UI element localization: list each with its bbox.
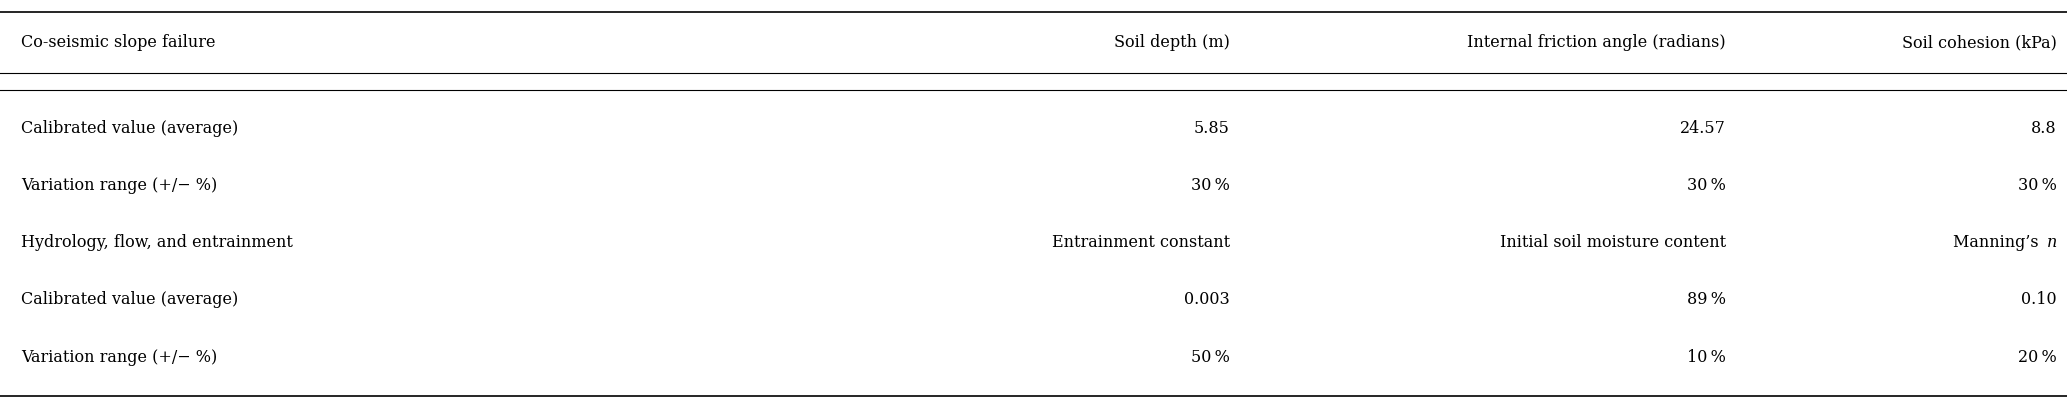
Text: Calibrated value (average): Calibrated value (average) [21, 120, 238, 137]
Text: Variation range (+/− %): Variation range (+/− %) [21, 348, 217, 366]
Text: 89 %: 89 % [1687, 291, 1726, 308]
Text: Variation range (+/− %): Variation range (+/− %) [21, 177, 217, 194]
Text: Entrainment constant: Entrainment constant [1052, 234, 1230, 251]
Text: 8.8: 8.8 [2032, 120, 2057, 137]
Text: Internal friction angle (radians): Internal friction angle (radians) [1468, 34, 1726, 51]
Text: Co-seismic slope failure: Co-seismic slope failure [21, 34, 215, 51]
Text: 5.85: 5.85 [1195, 120, 1230, 137]
Text: 30 %: 30 % [1191, 177, 1230, 194]
Text: 30 %: 30 % [1687, 177, 1726, 194]
Text: 50 %: 50 % [1191, 348, 1230, 366]
Text: Hydrology, flow, and entrainment: Hydrology, flow, and entrainment [21, 234, 294, 251]
Text: Soil cohesion (kPa): Soil cohesion (kPa) [1902, 34, 2057, 51]
Text: 0.003: 0.003 [1184, 291, 1230, 308]
Text: Initial soil moisture content: Initial soil moisture content [1501, 234, 1726, 251]
Text: 30 %: 30 % [2017, 177, 2057, 194]
Text: Manning’s: Manning’s [1953, 234, 2044, 251]
Text: n: n [2046, 234, 2057, 251]
Text: 20 %: 20 % [2017, 348, 2057, 366]
Text: 24.57: 24.57 [1680, 120, 1726, 137]
Text: Calibrated value (average): Calibrated value (average) [21, 291, 238, 308]
Text: 10 %: 10 % [1687, 348, 1726, 366]
Text: 0.10: 0.10 [2022, 291, 2057, 308]
Text: Soil depth (m): Soil depth (m) [1114, 34, 1230, 51]
